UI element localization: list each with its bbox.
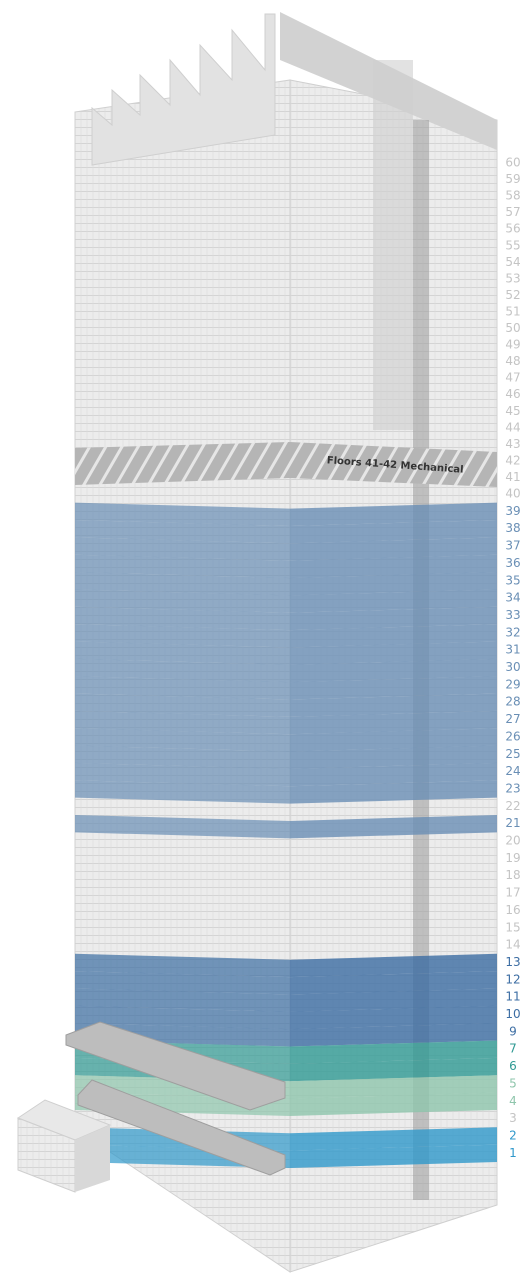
floor-label: 35 (505, 573, 520, 587)
floor-label: 44 (505, 420, 520, 434)
floor-label: 30 (505, 660, 520, 674)
floor-label: 11 (505, 990, 520, 1004)
floor-label: 59 (505, 172, 520, 186)
floor-label: 43 (505, 437, 520, 451)
floor-label: 15 (505, 920, 520, 934)
floor-label: 25 (505, 747, 520, 761)
floor-label: 58 (505, 189, 520, 203)
floor-label: 42 (505, 453, 520, 467)
floor-label: 16 (505, 903, 520, 917)
floor-label: 45 (505, 404, 520, 418)
floor-label: 51 (505, 304, 520, 318)
floor-label: 54 (505, 255, 520, 269)
floor-label: 18 (505, 868, 520, 882)
floor-label: 31 (505, 643, 520, 657)
floor-label: 47 (505, 371, 520, 385)
floor-label: 55 (505, 238, 520, 252)
floor-label: 24 (505, 764, 520, 778)
floor-label: 17 (505, 886, 520, 900)
floor-label: 40 (505, 487, 520, 501)
floor-label: 57 (505, 205, 520, 219)
floor-label: 4 (509, 1094, 517, 1108)
floor-label: 9 (509, 1024, 517, 1038)
floor-label: 26 (505, 729, 520, 743)
floor-label: 34 (505, 591, 520, 605)
floor-label: 48 (505, 354, 520, 368)
floor-label: 37 (505, 539, 520, 553)
floor-label: 53 (505, 271, 520, 285)
floor-label: 23 (505, 781, 520, 795)
floor-label: 1 (509, 1146, 517, 1160)
floor-label: 56 (505, 222, 520, 236)
floor-label: 13 (505, 955, 520, 969)
floor-label: 10 (505, 1007, 520, 1021)
floor-label: 50 (505, 321, 520, 335)
floor-label: 38 (505, 521, 520, 535)
floor-label: 12 (505, 972, 520, 986)
floor-label: 2 (509, 1128, 517, 1142)
floor-label: 33 (505, 608, 520, 622)
floor-label: 20 (505, 834, 520, 848)
floor-label: 14 (505, 938, 520, 952)
floor-label: 49 (505, 338, 520, 352)
floor-label: 46 (505, 387, 520, 401)
floor-labels: 6059585756555453525150494847464544434241… (505, 156, 520, 1160)
floor-label: 28 (505, 695, 520, 709)
core-shaft-top (373, 60, 413, 430)
floor-label: 60 (505, 156, 520, 170)
floor-label: 21 (505, 816, 520, 830)
building-diagram: Floors 41-42 Mechanical 6059585756555453… (0, 0, 526, 1284)
floor-label: 3 (509, 1111, 517, 1125)
floor-label: 29 (505, 677, 520, 691)
floor-label: 39 (505, 504, 520, 518)
floor-label: 52 (505, 288, 520, 302)
floor-label: 7 (509, 1042, 517, 1056)
floor-label: 41 (505, 470, 520, 484)
floor-label: 19 (505, 851, 520, 865)
floor-label: 27 (505, 712, 520, 726)
floor-label: 22 (505, 799, 520, 813)
floor-label: 5 (509, 1076, 517, 1090)
floor-label: 6 (509, 1059, 517, 1073)
floor-label: 32 (505, 625, 520, 639)
floor-label: 36 (505, 556, 520, 570)
